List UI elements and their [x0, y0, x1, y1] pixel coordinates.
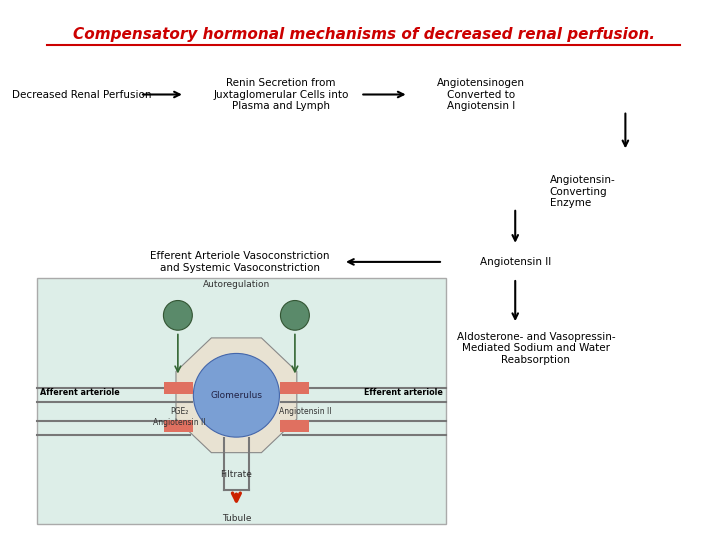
Text: Filtrate: Filtrate [220, 470, 252, 479]
Text: PGE₂
Angiotensin II: PGE₂ Angiotensin II [153, 407, 205, 427]
Bar [164, 420, 193, 432]
Text: Autoregulation: Autoregulation [203, 280, 270, 289]
Text: Glomerulus: Glomerulus [210, 391, 262, 400]
Text: Angiotensin II: Angiotensin II [279, 407, 331, 416]
Text: Efferent arteriole: Efferent arteriole [364, 388, 443, 397]
Polygon shape [176, 338, 297, 453]
Bar [164, 382, 193, 394]
Text: Afferent arteriole: Afferent arteriole [40, 388, 120, 397]
Text: Renin Secretion from
Juxtaglomerular Cells into
Plasma and Lymph: Renin Secretion from Juxtaglomerular Cel… [213, 78, 348, 111]
FancyBboxPatch shape [13, 0, 715, 540]
Text: Compensatory hormonal mechanisms of decreased renal perfusion.: Compensatory hormonal mechanisms of decr… [73, 27, 654, 42]
Bar [280, 382, 309, 394]
Text: Decreased Renal Perfusion: Decreased Renal Perfusion [12, 90, 151, 99]
Text: Tubule: Tubule [222, 514, 251, 523]
Text: Angiotensin-
Converting
Enzyme: Angiotensin- Converting Enzyme [549, 175, 616, 208]
Ellipse shape [163, 300, 192, 330]
Text: Angiotensin II: Angiotensin II [480, 257, 551, 267]
Ellipse shape [194, 354, 279, 437]
Ellipse shape [281, 300, 310, 330]
Text: Efferent Arteriole Vasoconstriction
and Systemic Vasoconstriction: Efferent Arteriole Vasoconstriction and … [150, 251, 330, 273]
Text: Angiotensinogen
Converted to
Angiotensin I: Angiotensinogen Converted to Angiotensin… [437, 78, 525, 111]
Bar [280, 420, 309, 432]
Text: Aldosterone- and Vasopressin-
Mediated Sodium and Water
Reabsorption: Aldosterone- and Vasopressin- Mediated S… [456, 332, 615, 365]
FancyBboxPatch shape [37, 278, 446, 524]
